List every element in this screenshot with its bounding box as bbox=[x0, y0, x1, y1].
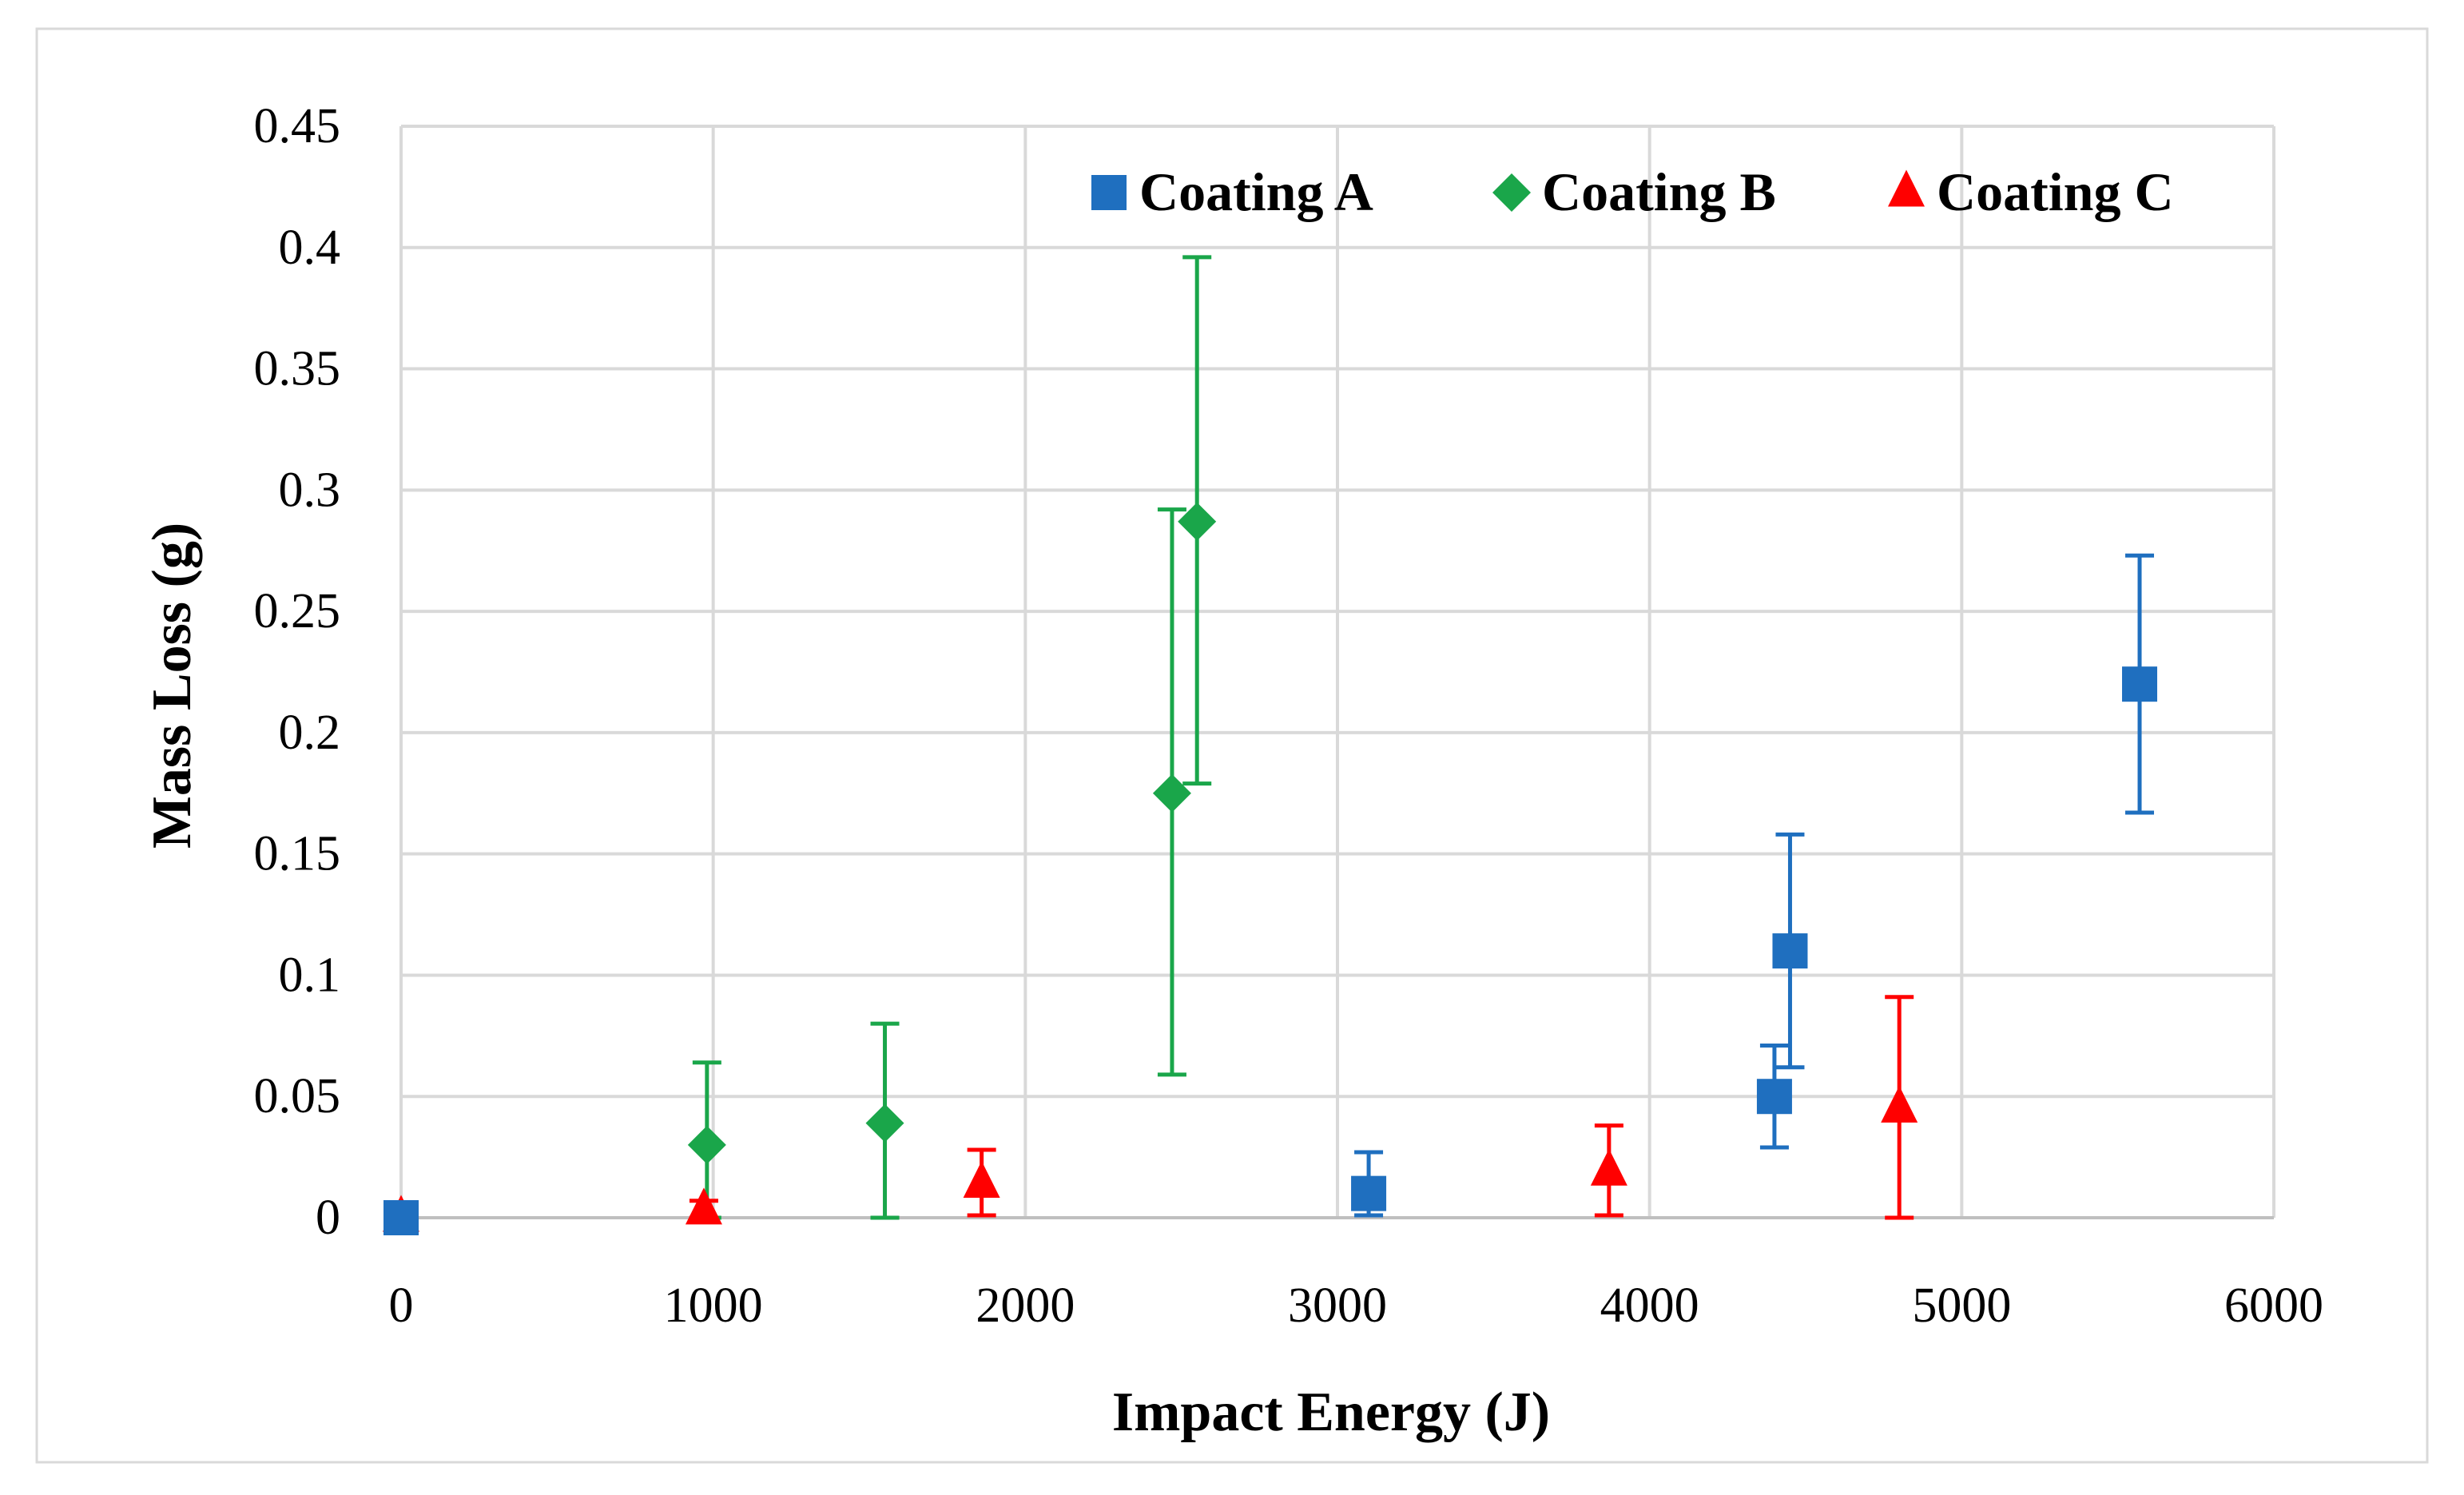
data-point-coating-b bbox=[1152, 773, 1191, 813]
x-tick-label: 1000 bbox=[664, 1278, 763, 1333]
data-point-coating-a bbox=[1351, 1175, 1387, 1211]
y-tick-label: 0.1 bbox=[279, 948, 341, 1002]
x-axis-title: Impact Energy (J) bbox=[1112, 1382, 1550, 1443]
x-tick-label: 4000 bbox=[1600, 1278, 1699, 1333]
legend-marker-coating-a bbox=[1091, 175, 1127, 210]
y-tick-label: 0 bbox=[316, 1191, 340, 1245]
y-tick-label: 0.25 bbox=[254, 584, 341, 638]
y-tick-label: 0.45 bbox=[254, 99, 341, 153]
y-tick-label: 0.4 bbox=[279, 221, 341, 275]
gridlines bbox=[399, 125, 2275, 1219]
x-tick-label: 6000 bbox=[2224, 1278, 2323, 1333]
data-point-coating-b bbox=[1178, 502, 1217, 541]
legend-label: Coating A bbox=[1139, 161, 1373, 222]
data-point-coating-a bbox=[384, 1200, 419, 1235]
y-tick-label: 0.2 bbox=[279, 706, 341, 760]
legend-label: Coating C bbox=[1937, 161, 2174, 222]
y-tick-label: 0.3 bbox=[279, 463, 341, 517]
legend-label: Coating B bbox=[1542, 161, 1776, 222]
tick-labels: 0 1000 2000 3000 4000 5000 6000 0 0.05 0.1 0.15 0.2… bbox=[254, 99, 2324, 1333]
x-tick-label: 0 bbox=[389, 1278, 414, 1333]
legend-marker-coating-c bbox=[1888, 169, 1925, 207]
data-point-coating-b bbox=[865, 1103, 904, 1143]
chart-frame bbox=[35, 27, 2429, 1464]
data-point-coating-b bbox=[687, 1125, 726, 1164]
x-tick-label: 2000 bbox=[976, 1278, 1075, 1333]
y-axis-title: Mass Loss (g) bbox=[141, 523, 203, 849]
x-tick-label: 3000 bbox=[1288, 1278, 1387, 1333]
y-tick-label: 0.15 bbox=[254, 827, 341, 881]
data-point-coating-c bbox=[1590, 1148, 1627, 1186]
y-tick-label: 0.05 bbox=[254, 1069, 341, 1123]
data-point-coating-a bbox=[1772, 933, 1808, 969]
data-point-coating-c bbox=[685, 1187, 722, 1225]
y-tick-label: 0.35 bbox=[254, 342, 341, 396]
legend: Coating A Coating B Coating C bbox=[1091, 161, 2174, 222]
data-point-coating-c bbox=[1881, 1085, 1918, 1123]
legend-marker-coating-b bbox=[1492, 173, 1531, 212]
data-markers bbox=[383, 502, 2158, 1235]
data-point-coating-a bbox=[2122, 666, 2158, 702]
data-point-coating-c bbox=[963, 1160, 1000, 1198]
data-point-coating-a bbox=[1756, 1079, 1792, 1115]
x-tick-label: 5000 bbox=[1912, 1278, 2011, 1333]
